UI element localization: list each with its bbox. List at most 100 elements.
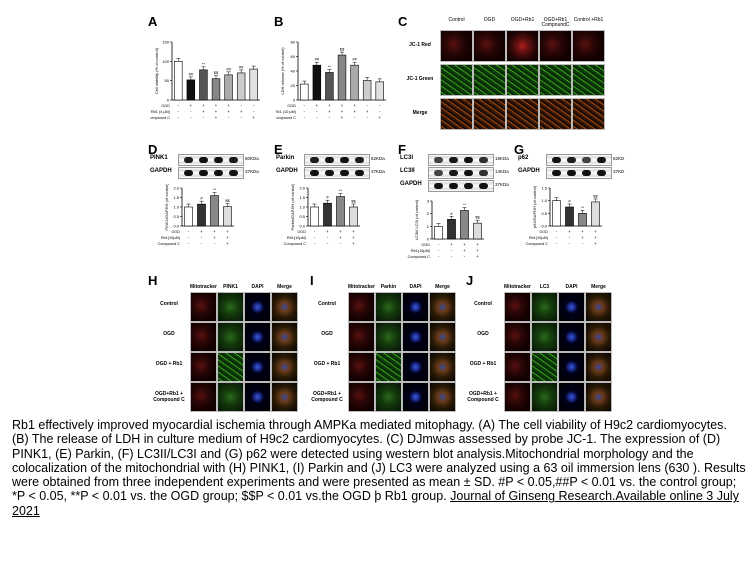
sign: - [304,103,306,108]
sign: + [366,109,369,114]
sign: + [226,241,229,246]
chart-b: 0 20 40 60 80 LDH release (% of control) ## ** $… [274,40,386,120]
band [464,183,473,189]
micrograph [244,382,271,412]
band [464,170,473,176]
molecular-weight: 37KD [613,169,625,174]
band [597,170,606,176]
micrograph [585,382,612,412]
row-label: Compound C [284,242,307,246]
band [199,157,208,163]
y-tick-label: 1.5 [299,195,305,200]
panel-c: Control OGD OGD+Rb1 OGD+Rb1 CompoundC Contro… [398,18,608,136]
sign: + [226,235,229,240]
band [434,157,443,163]
row-label: Rb1(10μM) [529,236,549,240]
bar [210,195,219,227]
bar [199,69,208,101]
y-tick-label: 0.0 [173,224,179,229]
micrograph [572,30,605,62]
bar [350,64,359,101]
blot-label: LC3I [400,155,414,161]
sign: - [190,115,192,120]
blot-strip [428,180,494,192]
band [325,170,334,176]
column-header: Parkin [380,284,397,290]
source-link[interactable]: Journal of Ginseng Research.Available on… [12,489,739,518]
blot-strip [178,167,244,179]
y-axis-label: Parkin/GAPDH (of control) [290,184,295,230]
sign: + [215,103,218,108]
y-axis-label: PINK1/GAPDH (of control) [164,184,169,231]
sign: + [378,115,381,120]
sign: + [594,229,597,234]
significance-label: # [568,199,571,204]
band [567,170,576,176]
panel-letter-f: F [398,142,406,157]
band [449,183,458,189]
sign: + [213,235,216,240]
band [310,170,319,176]
micrograph [375,322,402,352]
significance-label: ** [339,188,343,193]
sign: - [304,109,306,114]
significance-label: ## [189,71,194,76]
significance-label: $$ [214,70,219,75]
y-axis-label: LDH release (% of control) [280,47,285,95]
y-tick-label: 0.5 [299,214,305,219]
sign: - [188,229,190,234]
bar [223,206,232,227]
sign: - [340,241,342,246]
y-tick-label: 80 [291,40,296,45]
micrograph [402,322,429,352]
band [340,157,349,163]
sign: + [252,115,255,120]
sign: - [569,241,571,246]
molecular-weight: 37KDa [245,169,259,174]
micrograph [402,292,429,322]
micrograph [271,382,298,412]
micrograph [402,382,429,412]
sign: - [314,241,316,246]
panel-h: Mitotracker PINK1 DAPI Merge Control OGD OGD +… [150,284,298,412]
column-header: Mitotracker [348,284,375,290]
sign: + [476,254,479,259]
row-label: JC-1 Red [409,42,431,48]
sign: - [201,235,203,240]
significance-label: ## [315,57,320,62]
sign: + [328,103,331,108]
band [229,157,238,163]
row-label: OGD [421,243,430,247]
bar [323,202,332,227]
micrograph [190,292,217,322]
band [310,157,319,163]
column-header: Mitotracker [190,284,217,290]
micrograph [585,322,612,352]
sign: - [556,229,558,234]
y-tick-label: 2 [427,211,430,216]
panel-j: Mitotracker LC3 DAPI Merge Control OGD OGD + R… [464,284,612,412]
sign: + [326,229,329,234]
significance-label: ** [328,64,332,69]
micrograph [558,322,585,352]
panel-b: 0 20 40 60 80 LDH release (% of control) ## ** $… [274,36,391,141]
micrograph [429,322,456,352]
sign: - [253,103,255,108]
blot-label: GAPDH [518,168,540,174]
y-tick-label: 1.0 [173,205,179,210]
panel-letter-i: I [310,273,314,288]
micrograph [558,352,585,382]
y-tick-label: 2.0 [173,186,179,191]
bar [310,206,319,227]
row-label: Control [474,301,492,307]
sign: + [463,242,466,247]
molecular-weight: 62KD [613,156,625,161]
sign: + [341,103,344,108]
bar [473,222,482,240]
panel-e: Parkin 52KDa GAPDH 37KDa 0.0 0.5 1.0 1.5 2.0 Park… [276,150,394,275]
caption-text: Rb1 effectively improved myocardial isch… [12,418,746,504]
micrograph [531,352,558,382]
row-label: Control [160,301,178,307]
sign: + [594,235,597,240]
sign: - [253,109,255,114]
